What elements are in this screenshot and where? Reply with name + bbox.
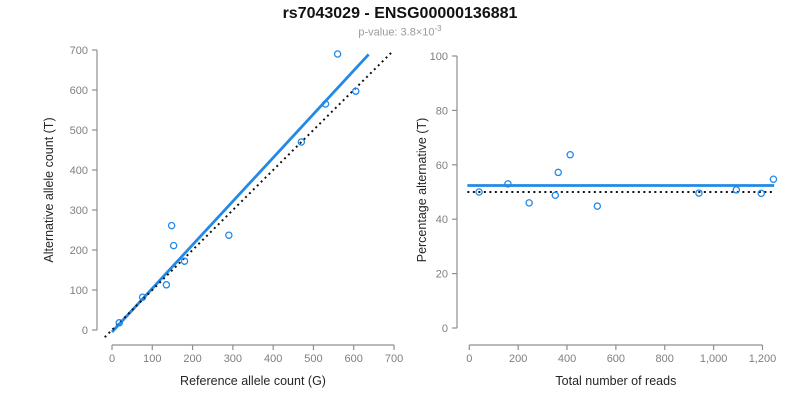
y-tick-label: 100 <box>430 51 448 63</box>
regression-line <box>110 53 370 333</box>
data-point <box>525 199 533 207</box>
data-point <box>333 50 342 58</box>
data-point <box>732 186 741 194</box>
x-tick-label: 200 <box>183 353 201 365</box>
x-axis-title: Total number of reads <box>555 374 676 388</box>
x-tick-label: 0 <box>466 353 472 365</box>
data-point <box>566 150 574 159</box>
y-tick-label: 40 <box>436 214 448 226</box>
x-tick-label: 700 <box>385 353 403 365</box>
data-point <box>475 188 483 196</box>
x-tick-label: 300 <box>224 353 242 365</box>
pvalue-text: p-value: 3.8×10 <box>358 26 435 39</box>
x-tick-label: 100 <box>143 353 161 365</box>
y-axis-title: Percentage alternative (T) <box>415 118 429 263</box>
x-tick-label: 600 <box>607 353 625 365</box>
y-axis-title: Alternative allele count (T) <box>42 117 56 262</box>
x-tick-label: 400 <box>264 353 282 365</box>
data-point <box>769 175 778 183</box>
x-tick-label: 800 <box>656 353 674 365</box>
left-plot: 0 100 200 300 400 500 600 700 0 100 200 300 400 500 60… <box>42 45 403 388</box>
data-point <box>593 202 602 210</box>
data-point <box>225 231 233 239</box>
y-tick-label: 0 <box>82 325 88 337</box>
y-tick-label: 0 <box>442 323 448 335</box>
x-tick-label: 0 <box>109 353 115 365</box>
data-point <box>180 257 189 265</box>
figure-subtitle: p-value: 3.8×10-3 <box>0 24 800 39</box>
data-point <box>162 281 171 289</box>
y-tick-label: 80 <box>436 105 448 117</box>
x-tick-label: 200 <box>509 353 527 365</box>
data-point <box>551 191 560 200</box>
pvalue-exponent: -3 <box>434 24 442 33</box>
data-point <box>321 100 330 108</box>
data-point <box>167 221 176 230</box>
x-axis-title: Reference allele count (G) <box>180 374 326 388</box>
data-point <box>554 168 562 177</box>
data-point <box>115 319 124 327</box>
y-tick-label: 700 <box>70 45 88 57</box>
x-tick-label: 1,200 <box>749 353 777 365</box>
y-tick-label: 20 <box>436 269 448 281</box>
x-tick-label: 1,000 <box>700 353 728 365</box>
data-point <box>504 180 512 188</box>
y-tick-label: 100 <box>70 285 88 297</box>
data-point <box>138 293 147 301</box>
data-point <box>169 241 178 250</box>
y-tick-label: 200 <box>70 245 88 257</box>
data-point <box>695 189 703 197</box>
data-point <box>757 189 765 198</box>
y-tick-label: 300 <box>70 205 88 217</box>
reference-line <box>104 51 393 338</box>
y-tick-label: 400 <box>70 165 88 177</box>
figure-title: rs7043029 - ENSG00000136881 <box>282 5 518 22</box>
x-tick-label: 600 <box>345 353 363 365</box>
data-point <box>297 138 306 146</box>
x-tick-label: 500 <box>304 353 322 365</box>
right-plot: 0 200 400 600 800 1,000 1,200 0 20 40 60 80 100 Total… <box>415 51 778 388</box>
x-tick-label: 400 <box>558 353 576 365</box>
y-tick-label: 60 <box>436 160 448 172</box>
data-point <box>352 87 360 95</box>
y-tick-label: 600 <box>70 85 88 97</box>
y-tick-label: 500 <box>70 125 88 137</box>
